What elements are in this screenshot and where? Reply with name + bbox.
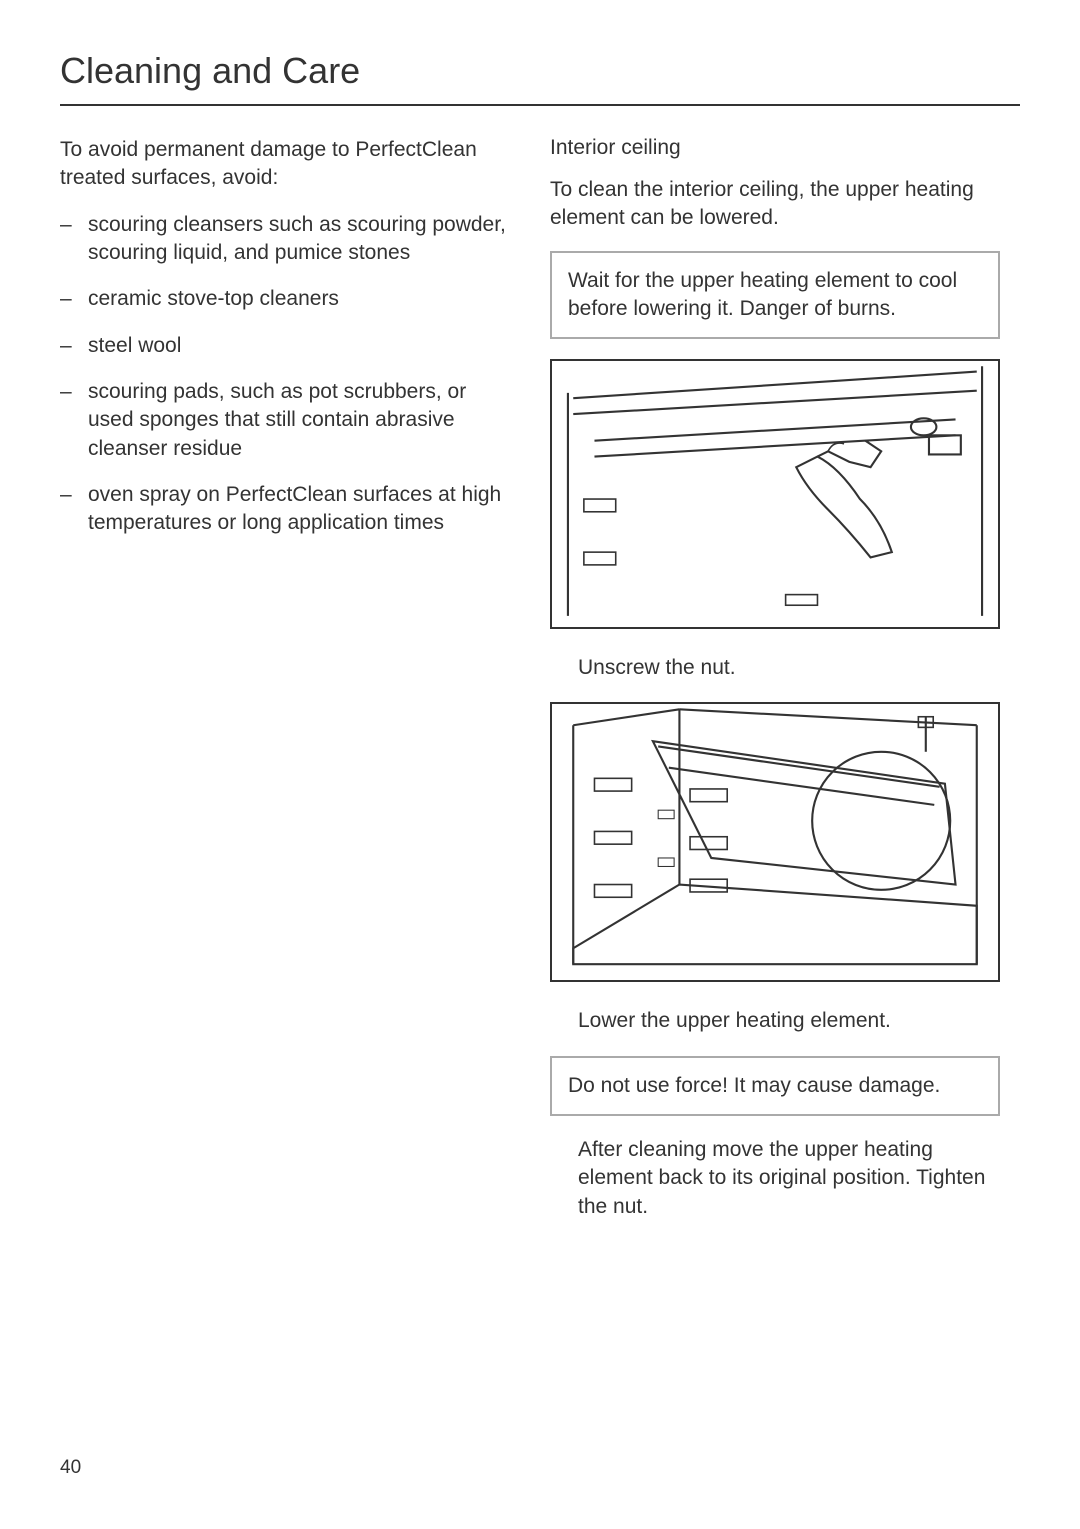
page-title: Cleaning and Care [60, 50, 1020, 106]
content-container: To avoid permanent damage to PerfectClea… [60, 136, 1020, 1241]
list-item: – oven spray on PerfectClean surfaces at… [60, 481, 510, 538]
list-marker: – [60, 378, 88, 463]
step-lower: Lower the upper heating element. [550, 1007, 1000, 1035]
list-item: – scouring cleansers such as scouring po… [60, 211, 510, 268]
list-marker: – [60, 285, 88, 313]
list-item: – steel wool [60, 332, 510, 360]
list-text: scouring pads, such as pot scrubbers, or… [88, 378, 510, 463]
list-text: oven spray on PerfectClean surfaces at h… [88, 481, 510, 538]
list-text: ceramic stove-top cleaners [88, 285, 510, 313]
page-number: 40 [60, 1457, 81, 1479]
step-unscrew: Unscrew the nut. [550, 654, 1000, 682]
avoid-list: – scouring cleansers such as scouring po… [60, 211, 510, 538]
list-item: – scouring pads, such as pot scrubbers, … [60, 378, 510, 463]
avoid-heading: To avoid permanent damage to PerfectClea… [60, 136, 510, 193]
lower-element-diagram [550, 702, 1000, 982]
unscrew-nut-diagram [550, 359, 1000, 628]
warning-box-2: Do not use force! It may cause damage. [550, 1056, 1000, 1116]
interior-ceiling-heading: Interior ceiling [550, 136, 1000, 160]
interior-ceiling-intro: To clean the interior ceiling, the upper… [550, 176, 1000, 233]
list-marker: – [60, 211, 88, 268]
warning-box-1: Wait for the upper heating element to co… [550, 251, 1000, 340]
list-marker: – [60, 481, 88, 538]
list-text: steel wool [88, 332, 510, 360]
right-column: Interior ceiling To clean the interior c… [550, 136, 1000, 1241]
left-column: To avoid permanent damage to PerfectClea… [60, 136, 510, 1241]
list-item: – ceramic stove-top cleaners [60, 285, 510, 313]
step-after-cleaning: After cleaning move the upper heating el… [550, 1136, 1000, 1221]
list-marker: – [60, 332, 88, 360]
list-text: scouring cleansers such as scouring powd… [88, 211, 510, 268]
